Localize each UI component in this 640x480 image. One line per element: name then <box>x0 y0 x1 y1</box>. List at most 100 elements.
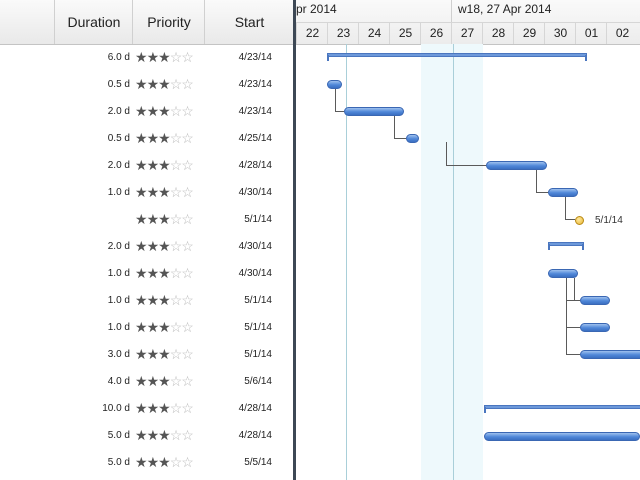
star-empty-icon[interactable]: ☆ <box>169 211 183 227</box>
table-row[interactable]: 5.0 d ★★★☆☆ 4/28/14 <box>0 422 293 449</box>
start-date-cell[interactable]: 5/1/14 <box>244 214 272 225</box>
summary-bar-project[interactable] <box>327 53 587 57</box>
duration-cell[interactable]: 2.0 d <box>107 241 130 252</box>
star-filled-icon[interactable]: ★ <box>158 319 171 335</box>
priority-stars[interactable]: ★★★☆☆ <box>135 314 205 341</box>
start-date-cell[interactable]: 4/23/14 <box>238 106 272 117</box>
start-date-cell[interactable]: 5/5/14 <box>244 457 272 468</box>
star-filled-icon[interactable]: ★ <box>158 265 171 281</box>
table-row[interactable]: 4.0 d ★★★☆☆ 5/6/14 <box>0 368 293 395</box>
star-filled-icon[interactable]: ★ <box>135 319 148 335</box>
priority-stars[interactable]: ★★★☆☆ <box>135 341 205 368</box>
task-bar[interactable] <box>548 188 578 197</box>
star-empty-icon[interactable]: ☆ <box>181 454 194 470</box>
priority-stars[interactable]: ★★★☆☆ <box>135 152 205 179</box>
task-bar[interactable] <box>580 323 610 332</box>
table-row[interactable]: 1.0 d ★★★☆☆ 5/1/14 <box>0 314 293 341</box>
star-empty-icon[interactable]: ☆ <box>181 49 194 65</box>
star-empty-icon[interactable]: ☆ <box>181 130 194 146</box>
priority-stars[interactable]: ★★★☆☆ <box>135 368 205 395</box>
table-row[interactable]: 1.0 d ★★★☆☆ 4/30/14 <box>0 260 293 287</box>
start-date-cell[interactable]: 4/30/14 <box>238 241 272 252</box>
star-filled-icon[interactable]: ★ <box>135 211 148 227</box>
star-filled-icon[interactable]: ★ <box>158 454 171 470</box>
star-filled-icon[interactable]: ★ <box>158 373 171 389</box>
duration-cell[interactable]: 10.0 d <box>102 403 130 414</box>
star-filled-icon[interactable]: ★ <box>135 292 148 308</box>
start-date-cell[interactable]: 4/25/14 <box>238 133 272 144</box>
star-filled-icon[interactable]: ★ <box>135 400 148 416</box>
priority-stars[interactable]: ★★★☆☆ <box>135 98 205 125</box>
star-empty-icon[interactable]: ☆ <box>169 292 183 308</box>
star-empty-icon[interactable]: ☆ <box>169 346 183 362</box>
star-empty-icon[interactable]: ☆ <box>169 427 183 443</box>
star-filled-icon[interactable]: ★ <box>135 157 148 173</box>
duration-cell[interactable] <box>54 206 130 233</box>
priority-stars[interactable]: ★★★☆☆ <box>135 206 205 233</box>
star-empty-icon[interactable]: ☆ <box>181 184 194 200</box>
star-filled-icon[interactable]: ★ <box>158 157 171 173</box>
duration-cell[interactable]: 2.0 d <box>107 160 130 171</box>
star-empty-icon[interactable]: ☆ <box>181 319 194 335</box>
star-filled-icon[interactable]: ★ <box>146 211 160 227</box>
duration-cell[interactable]: 3.0 d <box>107 349 130 360</box>
priority-stars[interactable]: ★★★☆☆ <box>135 125 205 152</box>
duration-cell[interactable]: 4.0 d <box>107 376 130 387</box>
star-empty-icon[interactable]: ☆ <box>169 454 183 470</box>
star-filled-icon[interactable]: ★ <box>158 211 171 227</box>
task-bar[interactable] <box>580 350 640 359</box>
star-filled-icon[interactable]: ★ <box>135 49 148 65</box>
start-date-cell[interactable]: 5/1/14 <box>244 295 272 306</box>
star-empty-icon[interactable]: ☆ <box>169 400 183 416</box>
star-filled-icon[interactable]: ★ <box>135 76 148 92</box>
duration-cell[interactable]: 6.0 d <box>107 52 130 63</box>
duration-cell[interactable]: 1.0 d <box>107 295 130 306</box>
star-filled-icon[interactable]: ★ <box>135 373 148 389</box>
table-row[interactable]: 10.0 d ★★★☆☆ 4/28/14 <box>0 395 293 422</box>
star-filled-icon[interactable]: ★ <box>135 427 148 443</box>
star-filled-icon[interactable]: ★ <box>146 427 160 443</box>
start-date-cell[interactable]: 4/28/14 <box>238 430 272 441</box>
task-bar[interactable] <box>580 296 610 305</box>
star-empty-icon[interactable]: ☆ <box>169 373 183 389</box>
star-empty-icon[interactable]: ☆ <box>169 76 183 92</box>
duration-cell[interactable]: 5.0 d <box>107 430 130 441</box>
summary-bar-group-1[interactable] <box>548 242 584 246</box>
start-date-cell[interactable]: 4/30/14 <box>238 187 272 198</box>
star-filled-icon[interactable]: ★ <box>135 265 148 281</box>
star-filled-icon[interactable]: ★ <box>146 103 160 119</box>
star-empty-icon[interactable]: ☆ <box>181 265 194 281</box>
star-filled-icon[interactable]: ★ <box>146 49 160 65</box>
duration-cell[interactable]: 1.0 d <box>107 187 130 198</box>
priority-stars[interactable]: ★★★☆☆ <box>135 71 205 98</box>
star-empty-icon[interactable]: ☆ <box>181 76 194 92</box>
task-bar[interactable] <box>484 432 640 441</box>
star-empty-icon[interactable]: ☆ <box>181 346 194 362</box>
task-bar[interactable] <box>486 161 547 170</box>
table-row[interactable]: 5.0 d ★★★☆☆ 5/5/14 <box>0 449 293 476</box>
table-row[interactable]: 2.0 d ★★★☆☆ 4/23/14 <box>0 98 293 125</box>
table-row[interactable]: 1.0 d ★★★☆☆ 4/30/14 <box>0 179 293 206</box>
star-filled-icon[interactable]: ★ <box>146 400 160 416</box>
start-date-cell[interactable]: 4/23/14 <box>238 79 272 90</box>
start-date-cell[interactable]: 4/23/14 <box>238 52 272 63</box>
table-row[interactable]: 0.5 d ★★★☆☆ 4/23/14 <box>0 71 293 98</box>
start-date-cell[interactable]: 5/6/14 <box>244 376 272 387</box>
star-filled-icon[interactable]: ★ <box>146 76 160 92</box>
start-date-cell[interactable]: 4/28/14 <box>238 403 272 414</box>
duration-cell[interactable]: 0.5 d <box>107 79 130 90</box>
star-filled-icon[interactable]: ★ <box>135 238 148 254</box>
star-filled-icon[interactable]: ★ <box>146 454 160 470</box>
star-filled-icon[interactable]: ★ <box>158 130 171 146</box>
star-filled-icon[interactable]: ★ <box>135 346 148 362</box>
priority-stars[interactable]: ★★★☆☆ <box>135 449 205 476</box>
start-date-cell[interactable]: 5/1/14 <box>244 322 272 333</box>
task-bar[interactable] <box>406 134 419 143</box>
star-filled-icon[interactable]: ★ <box>135 103 148 119</box>
priority-stars[interactable]: ★★★☆☆ <box>135 422 205 449</box>
table-row[interactable]: 1.0 d ★★★☆☆ 5/1/14 <box>0 287 293 314</box>
star-filled-icon[interactable]: ★ <box>146 346 160 362</box>
task-bar[interactable] <box>344 107 404 116</box>
star-filled-icon[interactable]: ★ <box>158 103 171 119</box>
star-filled-icon[interactable]: ★ <box>158 238 171 254</box>
